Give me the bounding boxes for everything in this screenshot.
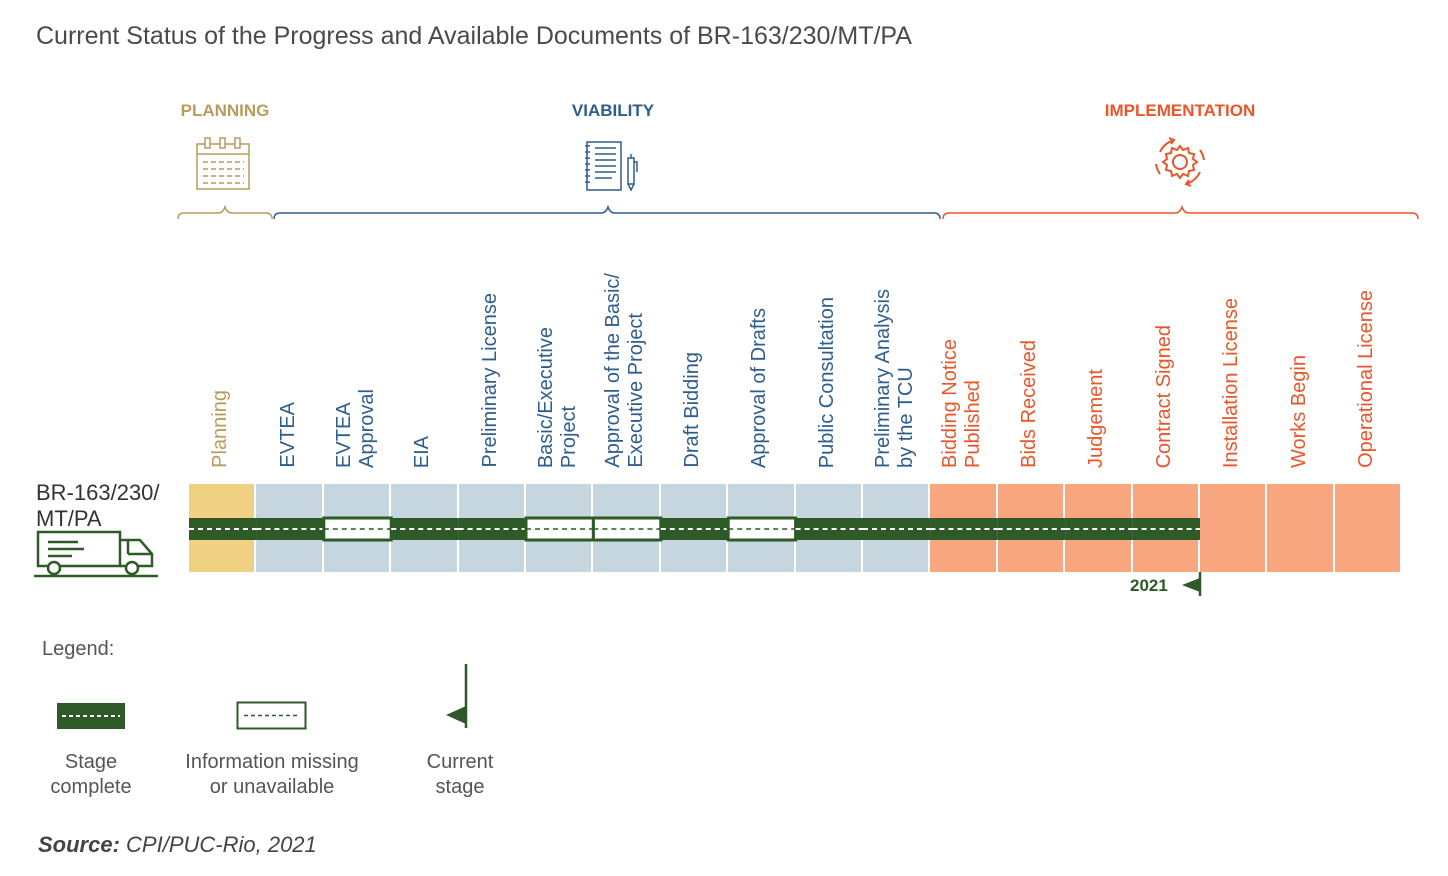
- stage-cell: [1200, 484, 1266, 572]
- legend-complete-label: Stage complete: [50, 751, 132, 798]
- source-text: CPI/PUC-Rio, 2021: [119, 832, 317, 857]
- implementation-brace: [942, 204, 1419, 220]
- road-segment-complete: [256, 518, 324, 540]
- legend-missing-label: Information missing or unavailable: [185, 751, 359, 798]
- truck-icon: [34, 530, 158, 578]
- phase-viability-label: VIABILITY: [571, 101, 655, 120]
- planning-brace: [177, 204, 273, 220]
- phase-planning-label: PLANNING: [180, 101, 270, 120]
- gear-cycle-icon: [1155, 137, 1205, 187]
- current-stage-flag-icon: [1182, 572, 1202, 596]
- legend-flag-icon: [446, 664, 468, 728]
- legend-title: Legend:: [42, 638, 115, 660]
- calendar-icon: [196, 137, 250, 190]
- chart-title: Current Status of the Progress and Avail…: [36, 22, 912, 50]
- road-segment-complete: [660, 518, 729, 540]
- source-note: Source: CPI/PUC-Rio, 2021: [38, 832, 317, 858]
- road-segment-complete: [1065, 518, 1133, 540]
- stage-cell: [1267, 484, 1333, 572]
- stage-cell: [1334, 484, 1401, 572]
- source-prefix: Source:: [38, 832, 120, 857]
- route-label: BR-163/230/ MT/PA: [36, 480, 160, 531]
- phase-implementation-label: IMPLEMENTATION: [1104, 101, 1256, 120]
- missing-road-icon: [236, 701, 307, 730]
- complete-road-icon: [57, 703, 125, 729]
- viability-brace: [273, 204, 941, 220]
- road-segment-complete: [863, 518, 931, 540]
- road-segment-complete: [189, 518, 257, 540]
- road-segment-complete: [795, 518, 863, 540]
- road-segment-complete: [458, 518, 526, 540]
- current-stage-year: 2021: [1130, 576, 1168, 595]
- document-pen-icon: [585, 141, 638, 192]
- road-segment-complete: [997, 518, 1066, 540]
- road-segment-complete: [1132, 518, 1200, 540]
- legend-current-label: Current stage: [426, 751, 494, 798]
- road-segment-complete: [391, 518, 459, 540]
- road-segment-complete: [930, 518, 998, 540]
